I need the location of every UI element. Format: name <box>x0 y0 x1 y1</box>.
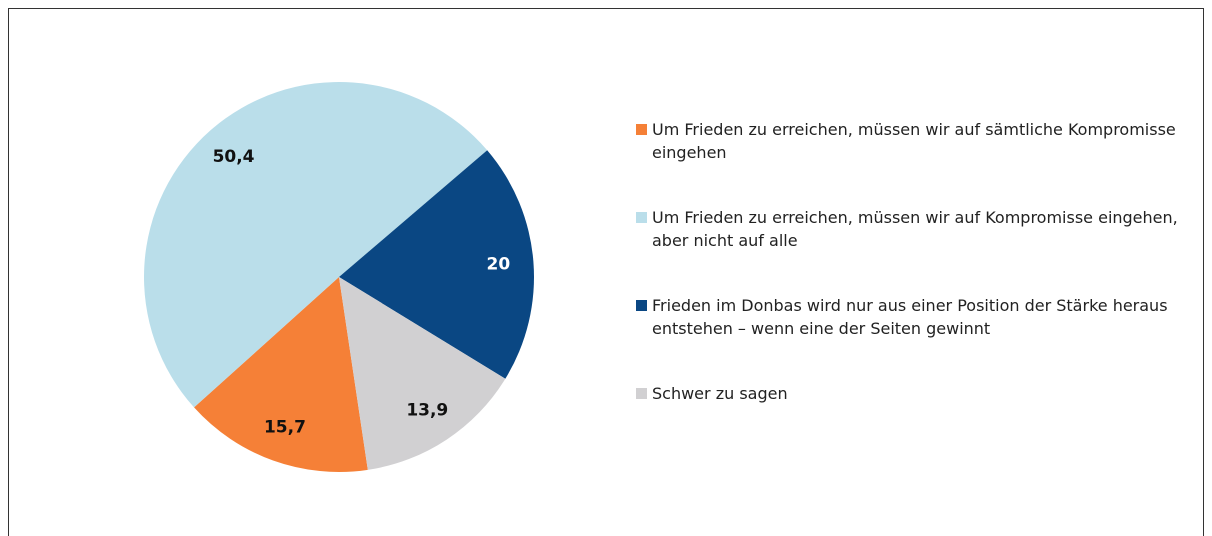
value-label: 50,4 <box>213 147 255 167</box>
legend-item: Frieden im Donbas wird nur aus einer Pos… <box>636 294 1196 340</box>
frame <box>8 8 1204 536</box>
legend-item: Schwer zu sagen <box>636 382 1196 405</box>
legend-label: Um Frieden zu erreichen, müssen wir auf … <box>652 120 1176 162</box>
legend-item: Um Frieden zu erreichen, müssen wir auf … <box>636 118 1196 164</box>
legend-item: Um Frieden zu erreichen, müssen wir auf … <box>636 206 1196 252</box>
legend-label: Schwer zu sagen <box>652 384 788 403</box>
value-label: 15,7 <box>264 417 306 437</box>
pie-slice <box>194 277 368 472</box>
legend-label: Frieden im Donbas wird nur aus einer Pos… <box>652 296 1168 338</box>
pie-slice <box>144 82 488 408</box>
legend-swatch <box>636 212 647 223</box>
legend-swatch <box>636 124 647 135</box>
pie-slice <box>339 150 534 379</box>
legend-swatch <box>636 300 647 311</box>
legend-label: Um Frieden zu erreichen, müssen wir auf … <box>652 208 1178 250</box>
legend-swatch <box>636 388 647 399</box>
value-label: 20 <box>487 254 511 274</box>
value-label: 13,9 <box>406 400 448 420</box>
pie-slice <box>339 277 506 470</box>
legend: Um Frieden zu erreichen, müssen wir auf … <box>636 118 1196 447</box>
